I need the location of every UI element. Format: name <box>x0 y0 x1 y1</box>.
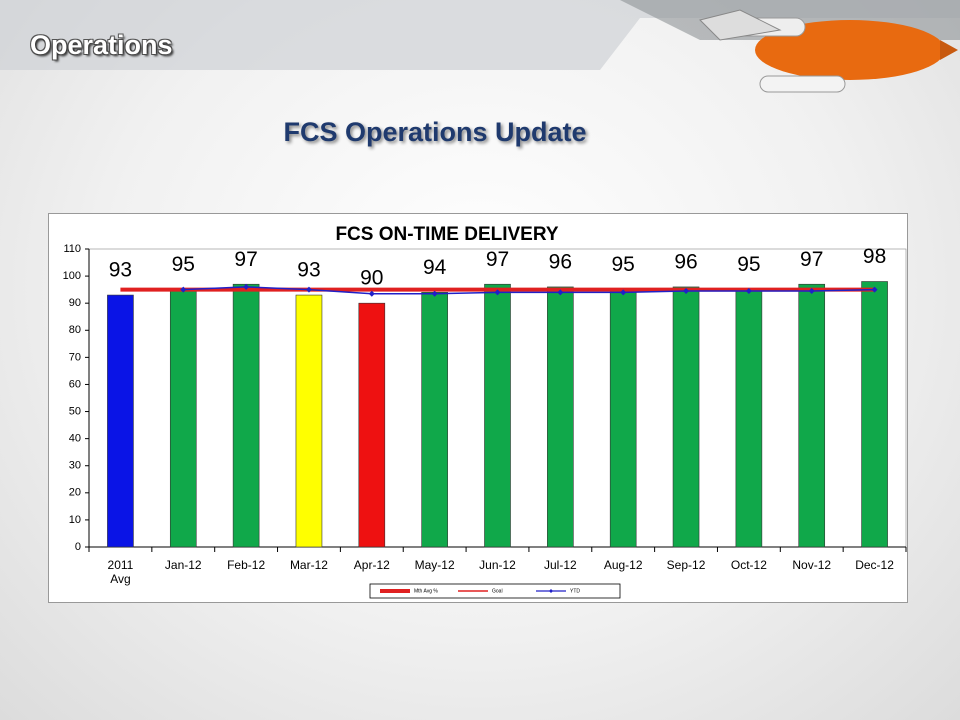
y-tick-label: 100 <box>63 270 81 282</box>
slide-subtitle: FCS Operations Update <box>283 117 587 147</box>
y-tick-label: 40 <box>69 433 81 445</box>
line-marker <box>180 286 187 293</box>
x-tick-label: Oct-12 <box>730 558 767 572</box>
slide-title: Operations <box>30 30 173 60</box>
line-marker <box>494 289 501 296</box>
data-label: 97 <box>486 248 509 271</box>
x-tick-label: Sep-12 <box>666 558 706 572</box>
x-tick-label: Jul-12 <box>544 558 577 572</box>
y-tick-label: 90 <box>69 297 81 309</box>
x-tick-label: Nov-12 <box>792 558 832 572</box>
line-marker <box>305 286 312 293</box>
x-tick-label: May-12 <box>414 558 455 572</box>
bar <box>107 294 134 548</box>
line-marker <box>683 287 690 294</box>
chart-title: FCS ON-TIME DELIVERY <box>335 224 558 245</box>
x-tick-label: Aug-12 <box>603 558 643 572</box>
legend <box>369 583 621 599</box>
data-label: 97 <box>234 248 257 271</box>
x-tick-label: Jun-12 <box>479 558 516 572</box>
chart: FCS ON-TIME DELIVERY 0 10 20 30 40 50 60 70 80 90… <box>63 224 907 599</box>
bar <box>358 302 386 548</box>
data-label: 97 <box>800 248 823 271</box>
y-tick-label: 70 <box>69 351 81 363</box>
data-label: 96 <box>674 250 697 273</box>
bar <box>547 286 574 548</box>
legend-label: Mth Avg % <box>414 588 438 594</box>
x-tick-label: Mar-12 <box>289 558 328 572</box>
bar <box>861 281 888 548</box>
x-tick-label: Jan-12 <box>164 558 202 572</box>
data-label: 93 <box>109 259 132 282</box>
legend-label: YTD <box>570 588 580 594</box>
y-tick-label: 60 <box>69 378 81 390</box>
bar <box>484 283 511 548</box>
y-tick-label: 30 <box>69 460 81 472</box>
x-tick-label: 2011 Avg <box>107 558 134 586</box>
y-tick-label: 80 <box>69 324 81 336</box>
x-tick-label: Dec-12 <box>855 558 894 572</box>
bar <box>735 289 763 548</box>
x-tick-label: Feb-12 <box>227 558 266 572</box>
y-tick-label: 50 <box>69 405 81 417</box>
y-tick-label: 20 <box>69 487 81 499</box>
line-marker <box>243 283 250 290</box>
data-label: 90 <box>360 267 383 290</box>
x-tick-label: Apr-12 <box>353 558 390 572</box>
bar <box>798 283 826 548</box>
bar <box>169 289 197 548</box>
shuttle-graphic <box>699 9 958 93</box>
data-label: 95 <box>612 253 635 276</box>
line-marker <box>431 290 438 297</box>
line-marker <box>808 287 815 294</box>
line-marker <box>871 286 878 293</box>
data-label: 95 <box>737 253 760 276</box>
bar <box>295 294 323 548</box>
y-tick-label: 0 <box>75 541 81 553</box>
line-marker <box>368 290 375 297</box>
bar <box>609 289 637 548</box>
data-label: 94 <box>423 256 447 279</box>
data-label: 98 <box>863 245 886 268</box>
line-marker <box>745 287 752 294</box>
line-series <box>183 286 875 295</box>
data-label: 95 <box>172 253 195 276</box>
data-label: 96 <box>549 250 572 273</box>
bar <box>672 286 700 548</box>
data-label: 93 <box>297 259 320 282</box>
line-marker <box>620 289 627 296</box>
legend-label: Goal <box>492 588 503 594</box>
legend-marker <box>549 589 553 593</box>
bar <box>232 283 260 548</box>
y-tick-label: 110 <box>63 243 81 255</box>
bar <box>421 292 448 548</box>
y-tick-label: 10 <box>69 514 81 526</box>
line-marker <box>557 289 564 296</box>
chart-frame: FCS ON-TIME DELIVERY 0 10 20 30 40 50 60 70 80 90… <box>48 213 908 603</box>
